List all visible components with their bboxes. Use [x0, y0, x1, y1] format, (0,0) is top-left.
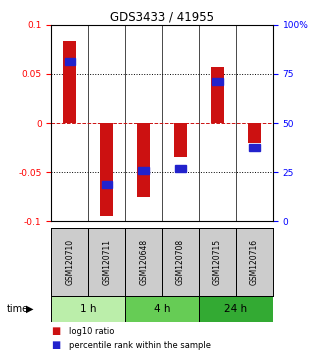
Bar	[248, 123, 261, 143]
Bar	[236, 228, 273, 296]
Text: 1 h: 1 h	[80, 304, 97, 314]
Bar	[199, 228, 236, 296]
Bar	[199, 296, 273, 322]
Bar	[125, 228, 162, 296]
Text: GSM120648: GSM120648	[139, 239, 148, 285]
Bar	[138, 167, 149, 173]
Bar	[249, 144, 260, 151]
Text: ■: ■	[51, 326, 61, 336]
Text: percentile rank within the sample: percentile rank within the sample	[69, 341, 211, 350]
Text: ▶: ▶	[26, 304, 33, 314]
Text: 24 h: 24 h	[224, 304, 247, 314]
Bar	[211, 67, 224, 123]
Text: log10 ratio: log10 ratio	[69, 326, 114, 336]
Bar	[65, 58, 75, 64]
Text: time: time	[6, 304, 29, 314]
Text: GSM120708: GSM120708	[176, 239, 185, 285]
Bar	[51, 296, 125, 322]
Text: GSM120710: GSM120710	[65, 239, 74, 285]
Text: 4 h: 4 h	[154, 304, 170, 314]
Text: GSM120716: GSM120716	[250, 239, 259, 285]
Bar	[175, 165, 186, 172]
Text: GSM120715: GSM120715	[213, 239, 222, 285]
Text: GSM120711: GSM120711	[102, 239, 111, 285]
Bar	[88, 228, 125, 296]
Bar	[125, 296, 199, 322]
Bar	[162, 228, 199, 296]
Bar	[174, 123, 187, 158]
Title: GDS3433 / 41955: GDS3433 / 41955	[110, 11, 214, 24]
Bar	[137, 123, 150, 197]
Bar	[51, 228, 88, 296]
Bar	[100, 123, 113, 216]
Text: ■: ■	[51, 340, 61, 350]
Bar	[212, 78, 223, 85]
Bar	[101, 182, 112, 188]
Bar	[63, 41, 76, 123]
